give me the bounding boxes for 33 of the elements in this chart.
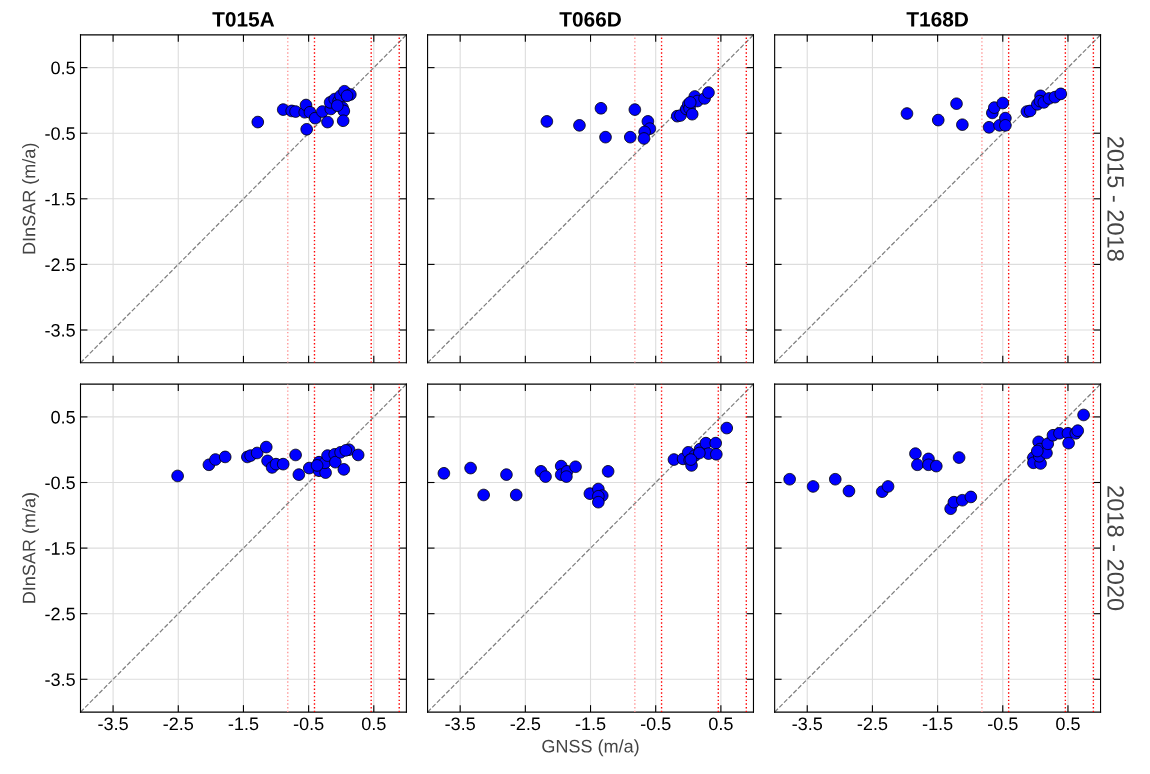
x-tick-label: -3.5 bbox=[98, 717, 128, 731]
chart-title: T015A bbox=[212, 11, 275, 27]
y-tick-label: -2.5 bbox=[45, 607, 75, 621]
chart-title: T066D bbox=[559, 11, 621, 27]
x-tick-label: -1.5 bbox=[575, 717, 606, 731]
x-tick-label: -2.5 bbox=[857, 717, 888, 731]
y2-axis-title: 2015 - 2018 bbox=[1107, 136, 1124, 261]
x-tick-label: -0.5 bbox=[640, 717, 671, 731]
x-tick-label: -1.5 bbox=[922, 717, 953, 731]
y-tick-label: -0.5 bbox=[45, 476, 75, 490]
x-tick-label: -3.5 bbox=[445, 717, 475, 731]
y-tick-label: 0.5 bbox=[51, 61, 75, 75]
y-axis-title: DInSAR (m/a) bbox=[22, 143, 39, 254]
x-tick-label: -0.5 bbox=[988, 717, 1018, 731]
y-tick-label: -1.5 bbox=[45, 542, 75, 555]
x-tick-label: -2.5 bbox=[163, 717, 194, 731]
y-axis-title: DInSAR (m/a) bbox=[22, 493, 39, 603]
x-tick-label: 0.5 bbox=[709, 717, 733, 731]
x-tick-label: 0.5 bbox=[1056, 717, 1080, 731]
y-tick-label: -3.5 bbox=[45, 673, 75, 686]
x-tick-label: 0.5 bbox=[361, 717, 386, 731]
y-tick-label: -3.5 bbox=[45, 323, 75, 337]
chart-title: T168D bbox=[906, 11, 968, 27]
y2-axis-title: 2018 - 2020 bbox=[1107, 486, 1124, 611]
y-tick-label: 0.5 bbox=[51, 410, 75, 424]
x-tick-label: -2.5 bbox=[510, 717, 541, 731]
x-axis-title: GNSS (m/a) bbox=[542, 739, 639, 757]
y-tick-label: -0.5 bbox=[45, 127, 75, 140]
x-tick-label: -3.5 bbox=[792, 717, 823, 731]
x-tick-label: -1.5 bbox=[228, 717, 259, 731]
x-tick-label: -0.5 bbox=[293, 717, 324, 731]
y-tick-label: -2.5 bbox=[45, 258, 75, 272]
y-tick-label: -1.5 bbox=[45, 192, 75, 206]
